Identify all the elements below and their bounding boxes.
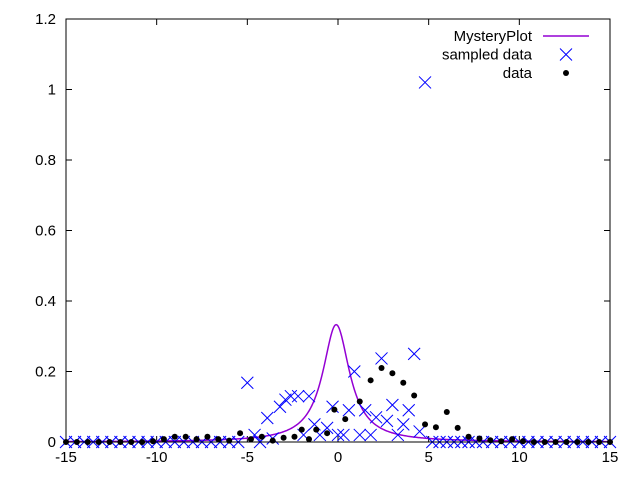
sampled-data-point (402, 403, 416, 417)
data-point (465, 433, 472, 440)
data-point (215, 436, 222, 443)
data-point (476, 435, 483, 442)
data-point (509, 436, 516, 443)
x-tick-label: 0 (334, 449, 342, 466)
legend-cross-sample (559, 48, 573, 61)
data-point (324, 430, 331, 437)
y-tick-label: 0.8 (35, 152, 56, 169)
data-point (389, 370, 396, 377)
data-point (454, 424, 461, 431)
sampled-data-point (386, 398, 399, 412)
data-point (298, 426, 305, 433)
data-point (443, 409, 450, 416)
data-point (280, 434, 287, 441)
sampled-data-point (418, 76, 432, 89)
data-point (519, 438, 526, 445)
data-point (237, 430, 244, 437)
sampled-data-point (347, 365, 361, 378)
sampled-data-point (302, 389, 316, 403)
x-tick-label: 10 (511, 449, 528, 466)
data-point (291, 433, 298, 440)
sampled-data-point (273, 400, 287, 414)
sampled-data-point (396, 418, 410, 431)
x-tick-label: -15 (55, 449, 77, 466)
sampled-data-point (331, 428, 345, 442)
sampled-data-point (353, 428, 367, 442)
plot-frame (65, 18, 611, 443)
legend-dot-sample (563, 70, 569, 76)
legend-label: MysteryPlot (454, 28, 533, 45)
data-point (258, 433, 265, 440)
sampled-data-point (240, 376, 254, 390)
data-point (331, 406, 338, 413)
sampled-data-point (260, 411, 274, 425)
data-point (498, 438, 505, 445)
y-tick-label: 0.6 (35, 223, 56, 240)
sampled-data-point (407, 347, 421, 361)
data-point (171, 433, 178, 440)
sampled-data-point (391, 428, 405, 442)
sampled-data-point (369, 410, 383, 424)
y-tick-label: 1 (48, 82, 56, 99)
x-tick-label: 15 (602, 449, 619, 466)
sampled-data-point (358, 403, 372, 417)
sampled-data-point (320, 421, 334, 435)
sampled-data-point (413, 425, 426, 438)
x-tick-label: 5 (424, 449, 432, 466)
mysteryplot-line (66, 323, 610, 443)
axis-tick-labels: -15 -10 -5 0 5 10 15 0 0.2 0.4 0.6 0.8 1 1.2 (35, 11, 618, 466)
data-point (356, 398, 363, 405)
sampled-data-point (284, 389, 298, 403)
data-point (226, 437, 233, 444)
sampled-data-point (342, 403, 356, 417)
data-point (247, 436, 254, 443)
data-point (193, 436, 200, 443)
series-layer (59, 76, 617, 449)
y-tick-label: 0 (48, 434, 56, 451)
data-point (400, 379, 407, 386)
sampled-data-point (380, 414, 394, 428)
legend-label: data (503, 65, 533, 82)
data-point (432, 424, 439, 431)
data-point (342, 416, 349, 423)
data-point (182, 433, 189, 440)
data-point (422, 421, 429, 428)
y-tick-label: 0.4 (35, 293, 56, 310)
sampled-data-point (291, 389, 305, 403)
sampled-data-point (375, 352, 388, 365)
y-tick-label: 0.2 (35, 364, 56, 381)
data-point (411, 392, 418, 399)
data-point (313, 426, 320, 433)
data-point (269, 437, 276, 444)
x-tick-label: -5 (241, 449, 254, 466)
sampled-data-point (364, 428, 377, 442)
y-tick-label: 1.2 (35, 11, 56, 28)
data-point (160, 436, 167, 443)
data-point (204, 433, 211, 440)
legend-label: sampled data (442, 47, 533, 64)
series-mysteryplot (66, 323, 610, 443)
data-point (367, 377, 374, 384)
data-point (305, 436, 312, 443)
x-tick-label: -10 (146, 449, 168, 466)
data-point (150, 438, 157, 445)
data-point (378, 364, 385, 371)
series-data (63, 364, 613, 445)
sampled-data-point (337, 428, 350, 442)
sampled-data-point (279, 393, 292, 407)
